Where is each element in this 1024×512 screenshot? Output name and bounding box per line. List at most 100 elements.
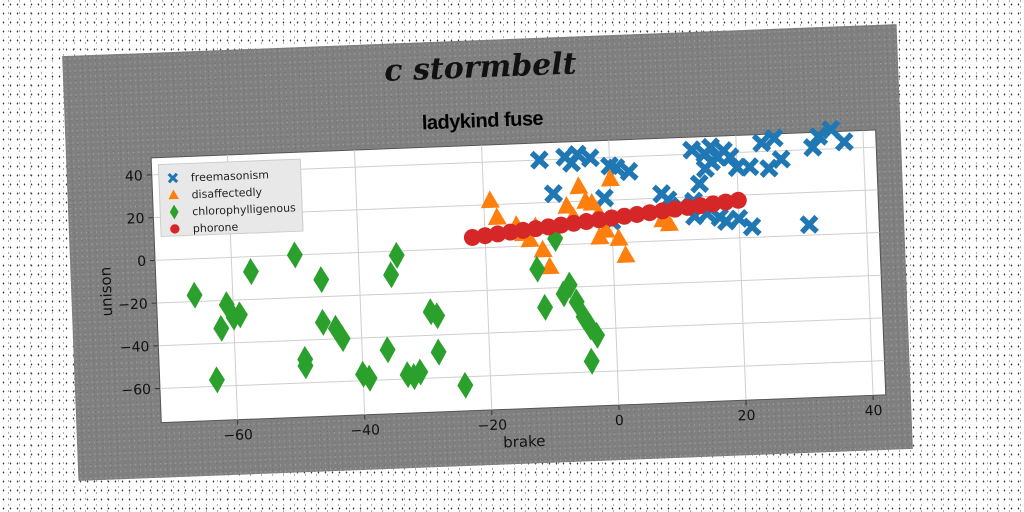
data-point <box>565 214 583 232</box>
data-point <box>729 191 747 209</box>
data-point <box>802 137 823 158</box>
data-point <box>520 229 540 248</box>
data-point <box>463 228 481 246</box>
data-point <box>529 150 550 170</box>
data-point <box>615 207 633 225</box>
data-point <box>286 241 303 269</box>
x-grid-line <box>481 145 493 410</box>
y-tick-label: 40 <box>125 168 143 185</box>
data-point <box>717 193 735 211</box>
data-point <box>628 205 646 223</box>
legend-box <box>157 158 304 238</box>
data-point <box>537 293 554 321</box>
data-point <box>430 338 447 366</box>
data-point <box>167 172 179 184</box>
data-point <box>487 207 507 226</box>
figure-card: c stormbelt ladykind fuse −60 −40 −20 0 20 40… <box>62 24 913 481</box>
y-tick-label: −40 <box>120 339 150 356</box>
data-point <box>594 188 615 208</box>
data-point <box>186 281 203 309</box>
data-point <box>314 308 331 336</box>
data-point <box>641 204 659 222</box>
data-point <box>759 158 779 178</box>
data-point <box>208 366 225 394</box>
data-point <box>619 161 639 182</box>
data-point <box>527 220 545 238</box>
scatter-chart: −60 −40 −20 0 20 40 −60 −40 −20 0 20 40 brake uniso… <box>96 119 887 452</box>
data-point <box>589 321 606 349</box>
data-point <box>406 363 423 391</box>
data-point <box>170 224 180 234</box>
y-tick-label: 20 <box>126 211 144 228</box>
data-point <box>379 336 396 364</box>
data-point <box>583 347 600 375</box>
x-tick-label: −20 <box>477 417 507 434</box>
data-point <box>742 217 762 237</box>
series-chlorophylligenous <box>186 225 606 399</box>
x-tick-label: 40 <box>864 403 882 420</box>
data-point <box>457 371 474 399</box>
x-tick-label: 20 <box>737 408 755 425</box>
data-point <box>577 213 595 231</box>
data-point <box>590 211 608 229</box>
data-point <box>168 189 179 200</box>
data-point <box>609 228 629 247</box>
series-phorone <box>463 191 747 246</box>
legend-label: freemasonism <box>191 168 270 184</box>
data-point <box>808 126 829 147</box>
data-point <box>821 119 841 140</box>
y-tick-label: −60 <box>121 382 151 399</box>
legend-item: freemasonism <box>167 168 270 184</box>
data-point <box>383 261 400 289</box>
data-point <box>313 266 330 294</box>
data-point <box>834 132 854 152</box>
data-point <box>297 345 314 373</box>
data-point <box>666 200 684 218</box>
data-point <box>533 239 553 258</box>
data-point <box>704 195 722 213</box>
data-point <box>771 149 791 169</box>
data-point <box>569 176 589 195</box>
data-point <box>799 214 819 235</box>
data-point <box>596 220 616 239</box>
data-point <box>388 241 405 269</box>
data-point <box>561 271 578 299</box>
data-point <box>514 221 532 239</box>
data-point <box>540 256 560 275</box>
data-point <box>361 364 378 392</box>
data-point <box>729 209 749 229</box>
data-point <box>213 314 230 342</box>
x-tick-label: −60 <box>223 427 253 444</box>
data-marks <box>186 119 854 399</box>
data-point <box>555 280 572 308</box>
data-point <box>740 157 760 177</box>
data-point <box>476 227 494 245</box>
data-point <box>682 140 702 160</box>
data-point <box>231 301 248 329</box>
legend-item: chlorophylligenous <box>169 201 296 220</box>
legend-item: disaffectedly <box>168 186 263 201</box>
data-point <box>659 213 679 232</box>
series-freemasonism <box>529 119 854 237</box>
x-tick-label: 0 <box>615 413 625 429</box>
y-tick-label: −20 <box>118 296 148 313</box>
data-point <box>689 174 710 194</box>
x-grid-line <box>862 130 874 396</box>
legend-label: phorone <box>193 221 239 236</box>
data-point <box>600 168 620 187</box>
data-point <box>169 204 179 220</box>
data-point <box>567 144 588 164</box>
y-tick-label: 0 <box>137 254 147 270</box>
data-point <box>412 358 429 386</box>
data-point <box>679 198 697 216</box>
data-point <box>751 133 772 153</box>
data-point <box>720 147 740 167</box>
data-point <box>552 216 570 234</box>
x-axis-label: brake <box>503 432 546 452</box>
x-grid-line <box>735 135 747 401</box>
y-axis-label: unison <box>96 266 116 316</box>
x-tick-label: −40 <box>350 422 380 439</box>
data-point <box>429 302 446 330</box>
y-grid-line <box>158 317 883 347</box>
data-point <box>242 258 259 286</box>
